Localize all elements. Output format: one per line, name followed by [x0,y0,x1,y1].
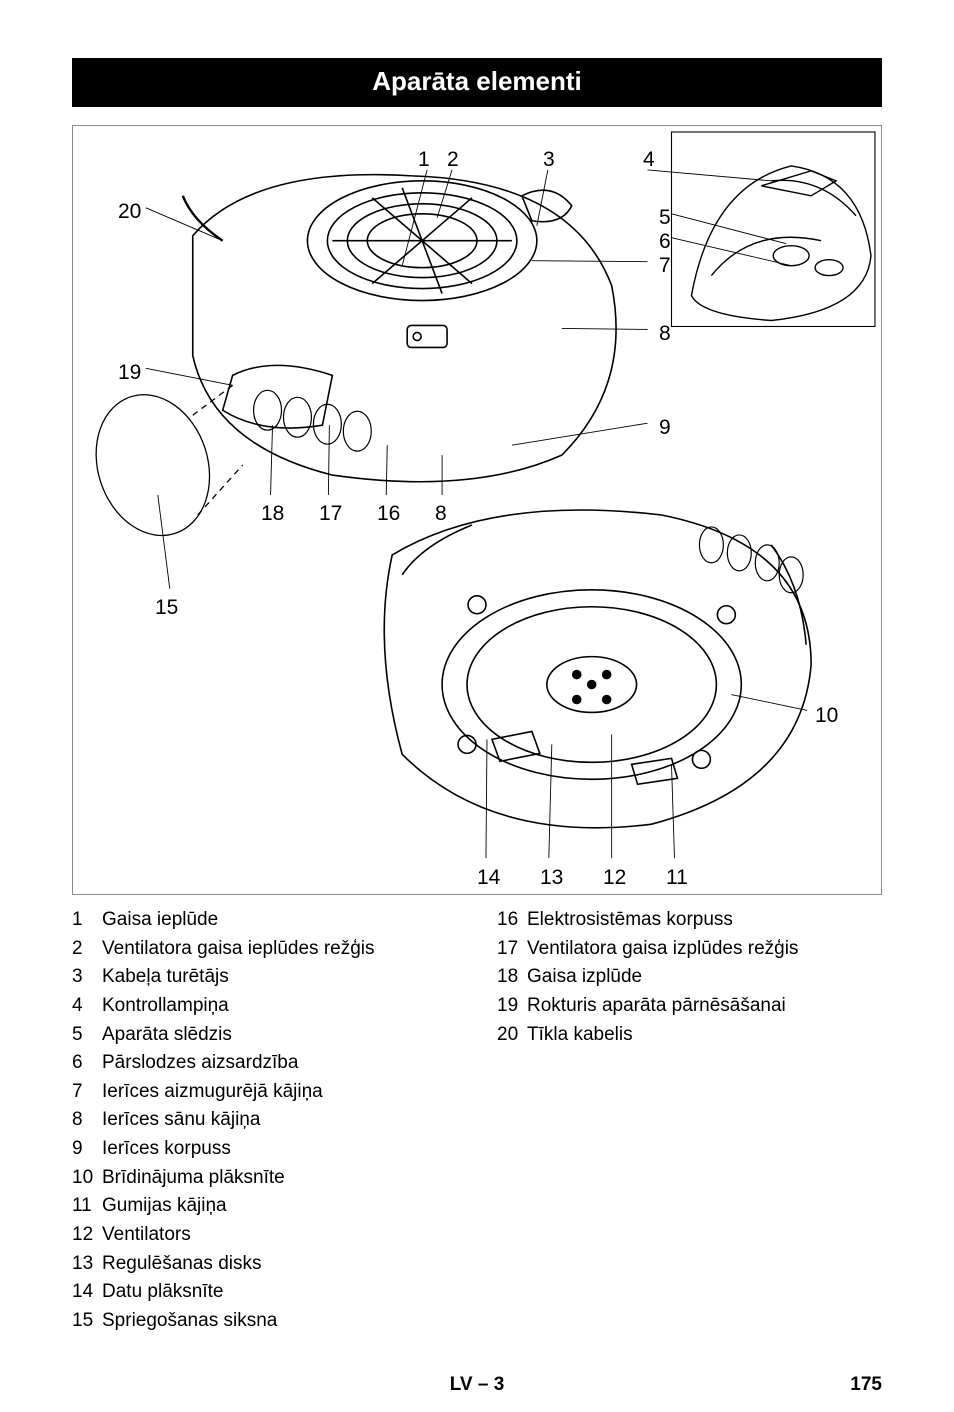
legend-item: 1Gaisa ieplūde [72,907,457,933]
legend-item-text: Ierīces sānu kājiņa [102,1107,260,1133]
callout-number: 18 [261,502,284,526]
legend-item: 13Regulēšanas disks [72,1251,457,1277]
legend-column-2: 16Elektrosistēmas korpuss17Ventilatora g… [497,907,882,1337]
legend-item: 20Tīkla kabelis [497,1022,882,1048]
legend-item: 18Gaisa izplūde [497,964,882,990]
legend-item-number: 5 [72,1022,102,1048]
legend-item: 9Ierīces korpuss [72,1136,457,1162]
legend-item: 14Datu plāksnīte [72,1279,457,1305]
callout-number: 2 [447,148,459,172]
callout-number: 19 [118,361,141,385]
legend-item-number: 20 [497,1022,527,1048]
technical-diagram [73,126,881,894]
page-number: 175 [850,1374,882,1396]
callout-number: 12 [603,866,626,890]
legend-item-number: 1 [72,907,102,933]
callout-number: 6 [659,230,671,254]
callout-number: 13 [540,866,563,890]
callout-number: 20 [118,200,141,224]
callout-number: 14 [477,866,500,890]
callout-number: 15 [155,596,178,620]
legend-item-text: Ventilatora gaisa izplūdes režģis [527,936,798,962]
section-header: Aparāta elementi [72,58,882,107]
legend-item: 5Aparāta slēdzis [72,1022,457,1048]
legend-item-number: 7 [72,1079,102,1105]
parts-legend: 1Gaisa ieplūde2Ventilatora gaisa ieplūde… [72,907,882,1337]
legend-item: 8Ierīces sānu kājiņa [72,1107,457,1133]
inset-drawing [691,166,871,321]
legend-item-text: Kontrollampiņa [102,993,229,1019]
diagram-frame: 12345678910111213141516171881920 [72,125,882,895]
legend-item-number: 10 [72,1165,102,1191]
legend-item-number: 12 [72,1222,102,1248]
callout-number: 3 [543,148,555,172]
legend-item-number: 14 [72,1279,102,1305]
legend-item: 19Rokturis aparāta pārnēsāšanai [497,993,882,1019]
legend-item-text: Elektrosistēmas korpuss [527,907,733,933]
legend-item: 12Ventilators [72,1222,457,1248]
legend-item-number: 17 [497,936,527,962]
legend-item-text: Gaisa ieplūde [102,907,218,933]
legend-item-number: 3 [72,964,102,990]
legend-item-text: Aparāta slēdzis [102,1022,232,1048]
legend-item-text: Ierīces korpuss [102,1136,231,1162]
legend-item-number: 2 [72,936,102,962]
legend-item-text: Gaisa izplūde [527,964,642,990]
callout-number: 8 [659,322,671,346]
legend-item-text: Pārslodzes aizsardzība [102,1050,298,1076]
legend-item: 15Spriegošanas siksna [72,1308,457,1334]
legend-item-text: Spriegošanas siksna [102,1308,277,1334]
legend-item: 6Pārslodzes aizsardzība [72,1050,457,1076]
legend-item-number: 11 [72,1193,102,1219]
legend-item: 10Brīdinājuma plāksnīte [72,1165,457,1191]
legend-item-text: Tīkla kabelis [527,1022,633,1048]
legend-item-text: Brīdinājuma plāksnīte [102,1165,285,1191]
legend-item-number: 6 [72,1050,102,1076]
leader-lines [146,170,807,858]
legend-item: 16Elektrosistēmas korpuss [497,907,882,933]
callout-number: 10 [815,704,838,728]
legend-item-text: Datu plāksnīte [102,1279,223,1305]
legend-item-number: 18 [497,964,527,990]
callout-number: 17 [319,502,342,526]
callout-number: 1 [418,148,430,172]
legend-item-number: 16 [497,907,527,933]
callout-number: 7 [659,254,671,278]
legend-item-text: Regulēšanas disks [102,1251,261,1277]
legend-item-text: Ierīces aizmugurējā kājiņa [102,1079,323,1105]
legend-item-text: Rokturis aparāta pārnēsāšanai [527,993,786,1019]
strap [78,380,242,551]
callout-number: 8 [435,502,447,526]
inset-box [671,132,874,326]
legend-item-number: 4 [72,993,102,1019]
legend-item: 7Ierīces aizmugurējā kājiņa [72,1079,457,1105]
callout-number: 9 [659,416,671,440]
legend-item-number: 8 [72,1107,102,1133]
legend-item: 4Kontrollampiņa [72,993,457,1019]
legend-item-number: 13 [72,1251,102,1277]
legend-item: 17Ventilatora gaisa izplūdes režģis [497,936,882,962]
callout-number: 4 [643,148,655,172]
callout-number: 11 [666,866,688,890]
callout-number: 5 [659,206,671,230]
legend-item: 11Gumijas kājiņa [72,1193,457,1219]
legend-item-text: Ventilators [102,1222,191,1248]
device-bottom-view [384,510,811,828]
legend-column-1: 1Gaisa ieplūde2Ventilatora gaisa ieplūde… [72,907,457,1337]
legend-item: 2Ventilatora gaisa ieplūdes režģis [72,936,457,962]
section-title: Aparāta elementi [372,66,582,96]
legend-item: 3Kabeļa turētājs [72,964,457,990]
footer-center: LV – 3 [0,1374,954,1396]
legend-item-number: 19 [497,993,527,1019]
device-top-view [183,175,616,482]
legend-item-number: 15 [72,1308,102,1334]
legend-item-text: Kabeļa turētājs [102,964,229,990]
callout-number: 16 [377,502,400,526]
legend-item-text: Ventilatora gaisa ieplūdes režģis [102,936,375,962]
legend-item-text: Gumijas kājiņa [102,1193,227,1219]
legend-item-number: 9 [72,1136,102,1162]
